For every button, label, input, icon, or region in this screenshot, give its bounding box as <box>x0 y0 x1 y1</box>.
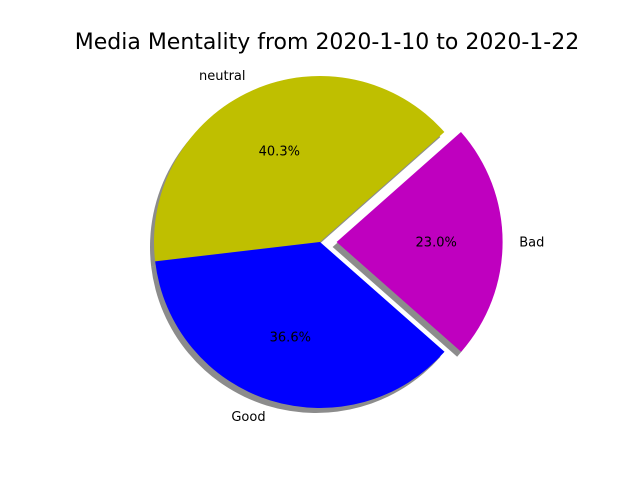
label-layer: Bad 23.0% neutral 40.3% Good 36.6% <box>199 69 544 425</box>
slice-layer <box>154 76 503 408</box>
percent-label-neutral: 40.3% <box>259 145 300 160</box>
slice-good <box>155 242 445 408</box>
slice-bad <box>336 132 503 352</box>
percent-label-good: 36.6% <box>270 331 311 346</box>
slice-label-good: Good <box>231 410 265 425</box>
slice-label-neutral: neutral <box>199 69 246 84</box>
chart-title: Media Mentality from 2020-1-10 to 2020-1… <box>75 30 579 55</box>
slice-label-bad: Bad <box>519 235 544 250</box>
percent-label-bad: 23.0% <box>416 235 457 250</box>
slice-neutral <box>154 76 445 262</box>
